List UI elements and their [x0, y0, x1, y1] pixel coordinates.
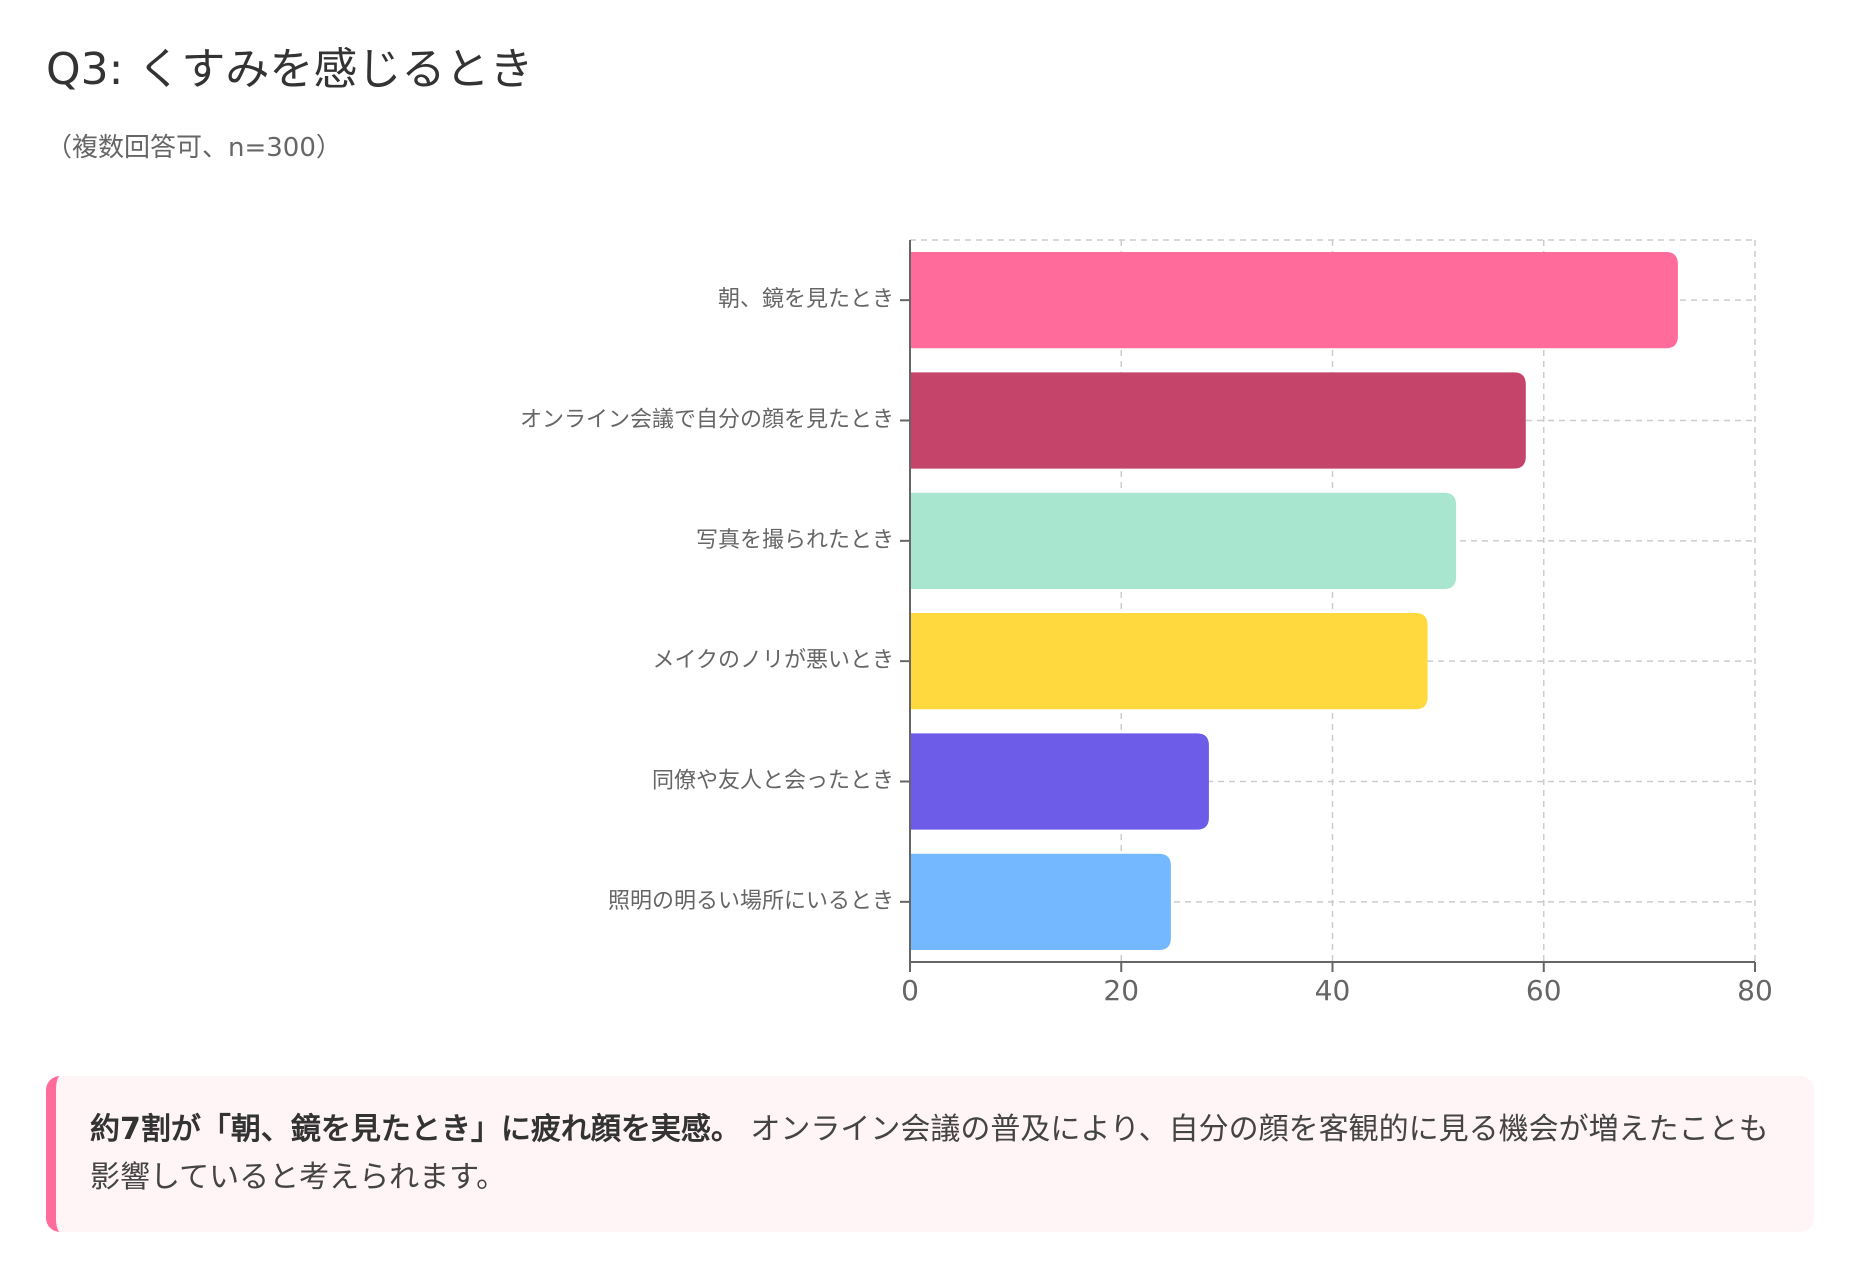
callout-highlight: 約7割が「朝、鏡を見たとき」に疲れ顔を実感。: [90, 1112, 741, 1147]
bar-5: [910, 733, 1209, 830]
chart-subtitle: （複数回答可、n=300）: [46, 133, 342, 163]
chart-title: Q3: くすみを感じるとき: [46, 44, 534, 95]
x-tick-label: 80: [1737, 974, 1773, 1007]
callout-body: オンライン会議の普及により、自分の顔を客観的に見る機会が増えたことも影響している…: [90, 1112, 1769, 1195]
x-tick-label: 60: [1526, 974, 1562, 1007]
x-tick-label: 20: [1103, 974, 1139, 1007]
bar-6: [910, 853, 1171, 950]
category-label: 同僚や友人と会ったとき: [652, 769, 894, 794]
axes: [900, 240, 1756, 972]
category-label: 朝、鏡を見たとき: [718, 287, 894, 312]
bar-1: [910, 252, 1678, 349]
bar-2: [910, 372, 1526, 469]
bar-chart: 朝、鏡を見たときオンライン会議で自分の顔を見たとき写真を撮られたときメイクのノリ…: [520, 239, 1773, 1007]
bar-4: [910, 613, 1428, 710]
bars: [910, 252, 1678, 950]
category-label: メイクのノリが悪いとき: [652, 648, 894, 673]
category-label: オンライン会議で自分の顔を見たとき: [520, 408, 894, 433]
category-labels: 朝、鏡を見たときオンライン会議で自分の顔を見たとき写真を撮られたときメイクのノリ…: [520, 287, 894, 914]
category-label: 写真を撮られたとき: [696, 528, 894, 553]
insight-callout: 約7割が「朝、鏡を見たとき」に疲れ顔を実感。 オンライン会議の普及により、自分の…: [46, 1076, 1814, 1232]
x-tick-label: 0: [901, 974, 919, 1007]
bar-3: [910, 492, 1457, 589]
x-tick-label: 40: [1315, 974, 1351, 1007]
category-label: 照明の明るい場所にいるとき: [608, 889, 894, 914]
x-tick-labels: 0 20 40 60 80: [901, 974, 1773, 1007]
